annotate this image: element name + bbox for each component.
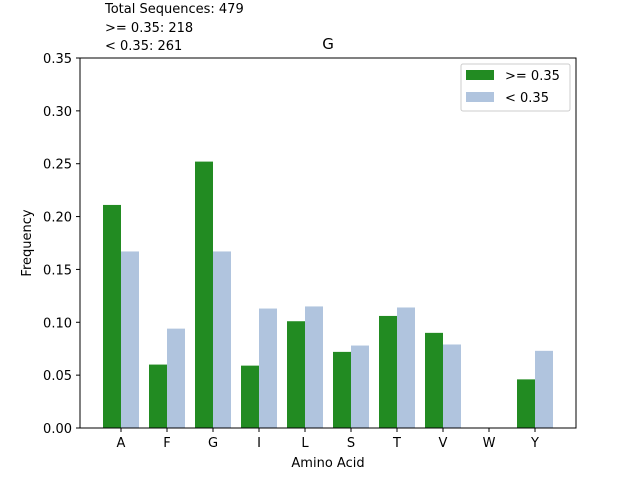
bar-G-below (213, 251, 231, 428)
x-tick-label-I: I (257, 436, 261, 451)
bars-group (103, 161, 553, 428)
bar-I-above (241, 365, 259, 428)
legend-swatch-below (466, 92, 494, 102)
annotation-below-threshold: < 0.35: 261 (105, 39, 182, 54)
x-tick-label-T: T (392, 436, 401, 451)
x-tick-label-Y: Y (530, 436, 539, 451)
x-tick-label-L: L (301, 436, 309, 451)
bar-T-above (379, 315, 397, 428)
y-tick-label-0.20: 0.20 (43, 211, 72, 226)
bar-Y-below (535, 350, 553, 428)
y-axis-label: Frequency (20, 209, 35, 276)
annotation-total-sequences: Total Sequences: 479 (104, 2, 244, 17)
legend-label-above: >= 0.35 (505, 69, 560, 84)
plot-frame (79, 57, 577, 429)
legend: >= 0.35 < 0.35 (460, 63, 571, 112)
y-tick-label-0.00: 0.00 (43, 422, 72, 437)
y-tick-label-0.15: 0.15 (43, 263, 72, 278)
y-tick-label-0.05: 0.05 (43, 369, 72, 384)
y-tick-label-0.25: 0.25 (43, 158, 72, 173)
bar-V-above (425, 332, 443, 428)
bar-L-below (305, 306, 323, 428)
y-tick-label-0.10: 0.10 (43, 316, 72, 331)
bar-A-above (103, 204, 121, 428)
chart-title: G (322, 35, 334, 53)
x-tick-label-A: A (117, 436, 126, 451)
legend-swatch-above (466, 70, 494, 80)
y-tick-label-0.30: 0.30 (43, 105, 72, 120)
x-axis-label: Amino Acid (291, 456, 364, 471)
bar-V-below (443, 344, 461, 428)
bar-I-below (259, 308, 277, 428)
bar-F-above (149, 364, 167, 428)
y-axis: 0.00 0.05 0.10 0.15 0.20 0.25 0.30 0.35 (43, 52, 80, 437)
bar-L-above (287, 321, 305, 428)
bar-S-below (351, 345, 369, 428)
x-tick-label-G: G (208, 436, 218, 451)
x-tick-label-W: W (483, 436, 496, 451)
legend-label-below: < 0.35 (505, 91, 549, 106)
y-tick-label-0.35: 0.35 (43, 52, 72, 67)
bar-S-above (333, 351, 351, 428)
bar-A-below (121, 251, 139, 428)
x-tick-label-F: F (163, 436, 170, 451)
bar-Y-above (517, 379, 535, 428)
x-tick-label-S: S (347, 436, 355, 451)
x-tick-label-V: V (439, 436, 448, 451)
bar-G-above (195, 161, 213, 428)
annotation-above-threshold: >= 0.35: 218 (105, 21, 193, 36)
bar-F-below (167, 328, 185, 428)
bar-T-below (397, 307, 415, 428)
